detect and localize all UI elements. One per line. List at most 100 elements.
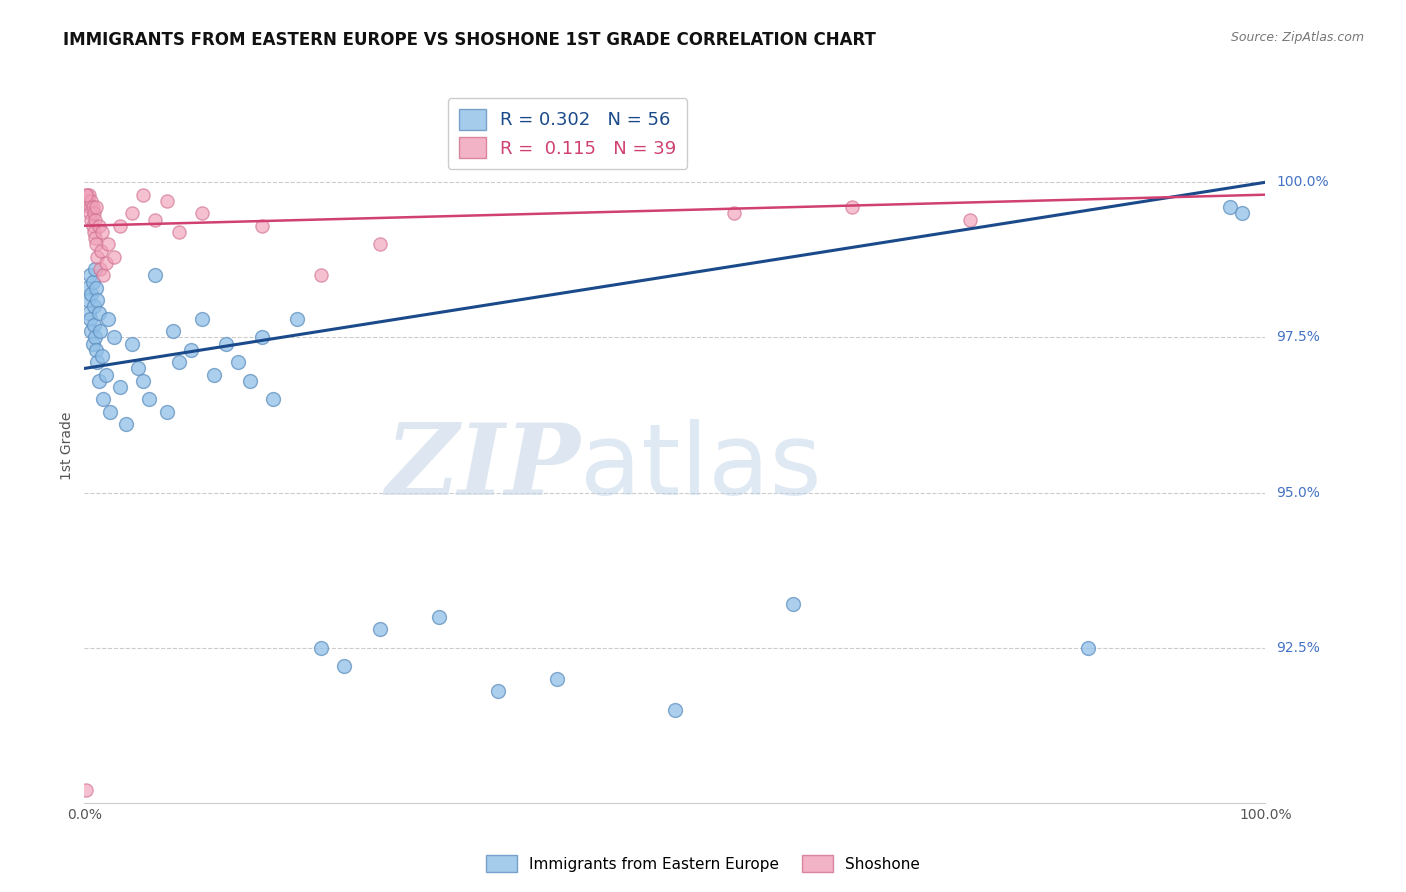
Point <box>84 231 107 245</box>
Point <box>91 268 114 283</box>
Point <box>664 703 686 717</box>
Text: 100.0%: 100.0% <box>1277 176 1329 189</box>
Point <box>309 268 332 283</box>
Point <box>180 343 202 357</box>
Point <box>167 355 190 369</box>
Point <box>1219 200 1241 214</box>
Point <box>1230 206 1253 220</box>
Point <box>262 392 284 407</box>
Point <box>132 374 155 388</box>
Point <box>486 684 509 698</box>
Y-axis label: 1st Grade: 1st Grade <box>60 412 75 480</box>
Text: 95.0%: 95.0% <box>1277 485 1320 500</box>
Point <box>103 330 125 344</box>
Point <box>79 206 101 220</box>
Point <box>84 281 107 295</box>
Point <box>83 206 105 220</box>
Point <box>86 355 108 369</box>
Point <box>82 219 104 233</box>
Point <box>368 237 391 252</box>
Text: IMMIGRANTS FROM EASTERN EUROPE VS SHOSHONE 1ST GRADE CORRELATION CHART: IMMIGRANTS FROM EASTERN EUROPE VS SHOSHO… <box>63 31 876 49</box>
Point <box>86 250 108 264</box>
Point <box>87 374 110 388</box>
Point <box>127 361 149 376</box>
Point <box>108 380 131 394</box>
Point <box>215 336 238 351</box>
Point <box>368 622 391 636</box>
Point <box>83 299 105 313</box>
Point <box>841 200 863 214</box>
Point <box>202 368 225 382</box>
Point <box>143 268 166 283</box>
Point <box>191 206 214 220</box>
Point <box>309 640 332 655</box>
Text: 97.5%: 97.5% <box>1277 330 1320 344</box>
Point <box>80 324 103 338</box>
Point <box>156 405 179 419</box>
Point <box>87 305 110 319</box>
Point <box>98 405 121 419</box>
Point <box>77 305 100 319</box>
Point <box>167 225 190 239</box>
Point <box>84 237 107 252</box>
Point <box>97 311 120 326</box>
Point <box>82 336 104 351</box>
Point <box>427 609 450 624</box>
Text: atlas: atlas <box>581 419 823 516</box>
Point <box>138 392 160 407</box>
Point <box>108 219 131 233</box>
Point <box>80 287 103 301</box>
Point <box>191 311 214 326</box>
Text: Source: ZipAtlas.com: Source: ZipAtlas.com <box>1230 31 1364 45</box>
Point <box>121 206 143 220</box>
Point <box>143 212 166 227</box>
Point <box>91 349 114 363</box>
Point <box>121 336 143 351</box>
Point <box>782 597 804 611</box>
Point <box>84 330 107 344</box>
Point <box>79 268 101 283</box>
Point <box>82 275 104 289</box>
Point <box>83 225 105 239</box>
Point <box>84 343 107 357</box>
Point <box>89 324 111 338</box>
Point <box>239 374 262 388</box>
Point <box>94 256 117 270</box>
Point <box>250 219 273 233</box>
Point <box>226 355 249 369</box>
Point <box>114 417 136 432</box>
Point <box>91 225 114 239</box>
Point <box>250 330 273 344</box>
Point <box>79 200 101 214</box>
Point <box>80 212 103 227</box>
Point <box>75 187 97 202</box>
Point <box>76 187 98 202</box>
Point <box>723 206 745 220</box>
Text: ZIP: ZIP <box>385 419 581 516</box>
Point <box>91 392 114 407</box>
Point <box>76 281 98 295</box>
Point <box>156 194 179 208</box>
Point <box>83 318 105 332</box>
Point <box>84 200 107 214</box>
Point <box>77 293 100 308</box>
Point <box>77 187 100 202</box>
Point <box>84 212 107 227</box>
Point <box>959 212 981 227</box>
Point <box>84 262 107 277</box>
Point <box>1077 640 1099 655</box>
Point <box>80 194 103 208</box>
Point <box>546 672 568 686</box>
Legend: R = 0.302   N = 56, R =  0.115   N = 39: R = 0.302 N = 56, R = 0.115 N = 39 <box>447 98 688 169</box>
Legend: Immigrants from Eastern Europe, Shoshone: Immigrants from Eastern Europe, Shoshone <box>478 847 928 880</box>
Point <box>333 659 356 673</box>
Point <box>82 200 104 214</box>
Point <box>90 244 112 258</box>
Point <box>79 311 101 326</box>
Point <box>97 237 120 252</box>
Point <box>285 311 308 326</box>
Point <box>132 187 155 202</box>
Point <box>89 262 111 277</box>
Point <box>103 250 125 264</box>
Text: 92.5%: 92.5% <box>1277 640 1320 655</box>
